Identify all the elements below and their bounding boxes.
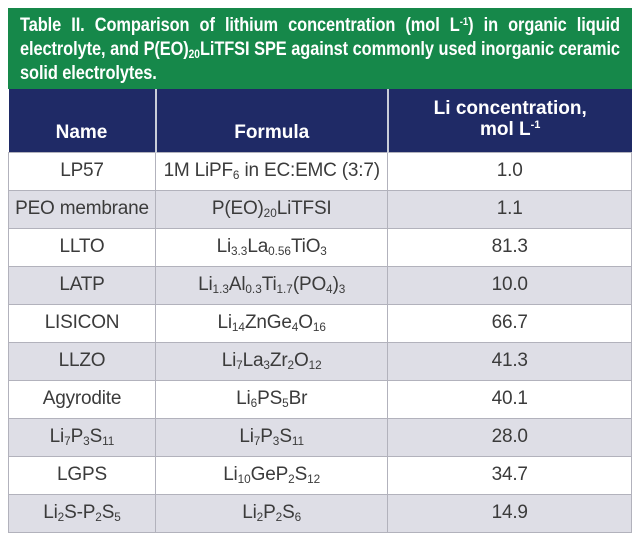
formula-cell: Li7La3Zr2O12 xyxy=(155,341,389,381)
value-cell: 10.0 xyxy=(387,265,632,305)
formula-cell: Li6PS5Br xyxy=(155,379,389,419)
table-caption-text: Table II. Comparison of lithium concentr… xyxy=(20,15,620,84)
electrolyte-comparison-table: Name Formula Li concentration, mol L-1 LP57… xyxy=(7,89,632,533)
name-cell: LLZO xyxy=(7,341,157,381)
value-cell: 40.1 xyxy=(387,379,632,419)
table-row: LGPS Li10GeP2S12 34.7 xyxy=(7,455,632,495)
name-cell: LLTO xyxy=(7,227,157,267)
table-row: PEO membrane P(EO)20LiTFSI 1.1 xyxy=(7,189,632,229)
name-cell: Agyrodite xyxy=(7,379,157,419)
formula-cell: Li7P3S11 xyxy=(155,417,389,457)
formula-cell: P(EO)20LiTFSI xyxy=(155,189,389,229)
value-cell: 1.1 xyxy=(387,189,632,229)
value-cell: 34.7 xyxy=(387,455,632,495)
formula-cell: Li3.3La0.56TiO3 xyxy=(155,227,389,267)
formula-cell: Li14ZnGe4O16 xyxy=(155,303,389,343)
value-cell: 1.0 xyxy=(387,151,632,191)
column-header-name: Name xyxy=(8,89,156,152)
table-header-row: Name Formula Li concentration, mol L-1 xyxy=(8,89,632,152)
table-row: Li2S-P2S5 Li2P2S6 14.9 xyxy=(7,493,632,533)
name-cell: LP57 xyxy=(7,151,157,191)
formula-cell: Li1.3Al0.3Ti1.7(PO4)3 xyxy=(155,265,389,305)
name-cell: LATP xyxy=(7,265,157,305)
value-cell: 81.3 xyxy=(387,227,632,267)
name-cell: LISICON xyxy=(7,303,157,343)
formula-cell: 1M LiPF6 in EC:EMC (3:7) xyxy=(155,151,389,191)
table-row: LLTO Li3.3La0.56TiO3 81.3 xyxy=(7,227,632,267)
value-cell: 41.3 xyxy=(387,341,632,381)
table-row: LP57 1M LiPF6 in EC:EMC (3:7) 1.0 xyxy=(7,151,632,191)
table-row: LATP Li1.3Al0.3Ti1.7(PO4)3 10.0 xyxy=(7,265,632,305)
value-cell: 28.0 xyxy=(387,417,632,457)
column-header-formula: Formula xyxy=(154,89,388,152)
table-row: LISICON Li14ZnGe4O16 66.7 xyxy=(7,303,632,343)
table-row: Agyrodite Li6PS5Br 40.1 xyxy=(7,379,632,419)
formula-cell: Li10GeP2S12 xyxy=(155,455,389,495)
table-row: Li7P3S11 Li7P3S11 28.0 xyxy=(7,417,632,457)
name-cell: LGPS xyxy=(7,455,157,495)
name-cell: Li2S-P2S5 xyxy=(7,493,157,533)
name-cell: Li7P3S11 xyxy=(7,417,157,457)
value-cell: 66.7 xyxy=(387,303,632,343)
table-caption: Table II. Comparison of lithium concentr… xyxy=(8,8,632,89)
formula-cell: Li2P2S6 xyxy=(155,493,389,533)
table-row: LLZO Li7La3Zr2O12 41.3 xyxy=(7,341,632,381)
column-header-li-concentration: Li concentration, mol L-1 xyxy=(386,89,632,152)
value-cell: 14.9 xyxy=(387,493,632,533)
name-cell: PEO membrane xyxy=(7,189,157,229)
